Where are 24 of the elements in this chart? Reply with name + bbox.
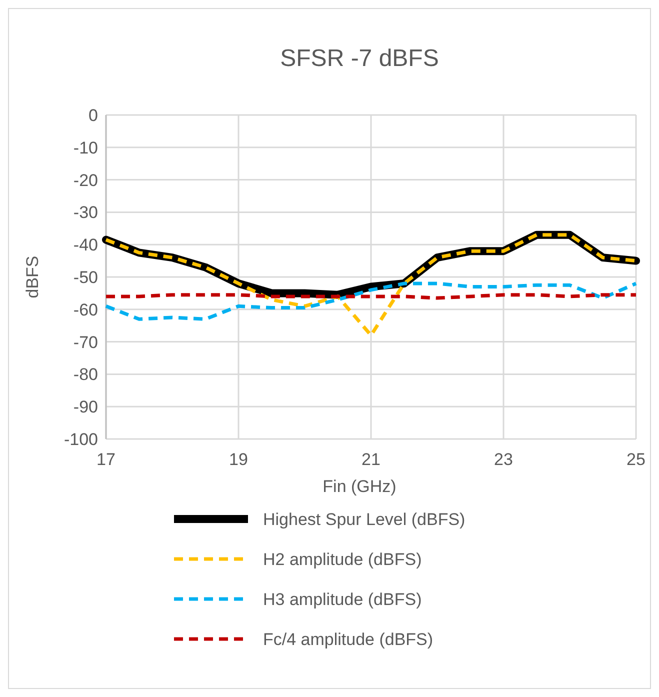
legend-label: H3 amplitude (dBFS) (263, 590, 422, 609)
x-tick-label: 21 (362, 450, 380, 469)
line-series (104, 282, 638, 321)
x-tick-label: 23 (494, 450, 513, 469)
y-tick-label: -20 (73, 170, 98, 190)
y-tick-label: -70 (73, 332, 98, 352)
legend-label: Fc/4 amplitude (dBFS) (263, 630, 434, 649)
chart-title: SFSR -7 dBFS (280, 45, 439, 72)
x-tick-label: 17 (96, 450, 116, 469)
y-tick-label: -30 (73, 203, 98, 222)
y-tick-label: -60 (73, 300, 98, 320)
x-tick-label: 19 (229, 450, 248, 469)
y-tick-label: -100 (64, 430, 98, 449)
x-tick-label: 25 (626, 450, 646, 469)
legend-label: Highest Spur Level (dBFS) (263, 510, 466, 529)
y-tick-label: -90 (73, 398, 98, 417)
y-tick-label: 0 (88, 106, 98, 125)
y-tick-label: -10 (73, 138, 98, 158)
x-axis-title: Fin (GHz) (322, 477, 396, 496)
legend-label: H2 amplitude (dBFS) (263, 550, 422, 569)
y-tick-label: -80 (73, 365, 98, 384)
y-tick-label: -50 (73, 268, 98, 287)
y-tick-label: -40 (73, 236, 98, 255)
y-axis-title: dBFS (23, 256, 42, 298)
